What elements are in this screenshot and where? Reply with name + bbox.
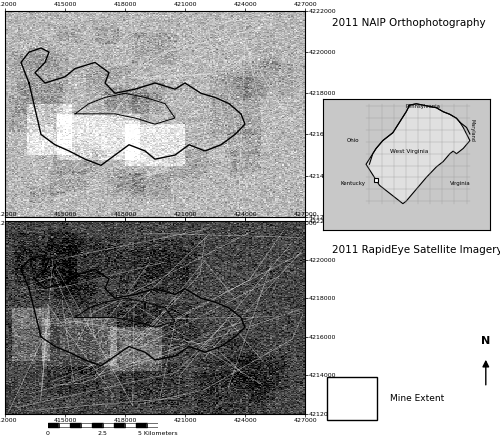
Text: Kentucky: Kentucky	[340, 181, 365, 187]
Text: 0: 0	[46, 431, 50, 436]
Text: 2011 RapidEye Satellite Imagery: 2011 RapidEye Satellite Imagery	[332, 245, 500, 255]
Text: West Virginia: West Virginia	[390, 148, 429, 154]
Text: Pennsylvania: Pennsylvania	[406, 104, 440, 109]
FancyBboxPatch shape	[326, 377, 377, 420]
Text: 2.5: 2.5	[98, 431, 108, 436]
Text: 5 Kilometers: 5 Kilometers	[138, 431, 177, 436]
Text: N: N	[481, 336, 490, 346]
Text: Ohio: Ohio	[346, 138, 359, 143]
Text: Virginia: Virginia	[450, 181, 470, 187]
Text: Maryland: Maryland	[470, 119, 475, 141]
Text: Mine Extent: Mine Extent	[390, 394, 444, 403]
Text: 2011 NAIP Orthophotography: 2011 NAIP Orthophotography	[332, 18, 486, 28]
Polygon shape	[366, 104, 470, 204]
